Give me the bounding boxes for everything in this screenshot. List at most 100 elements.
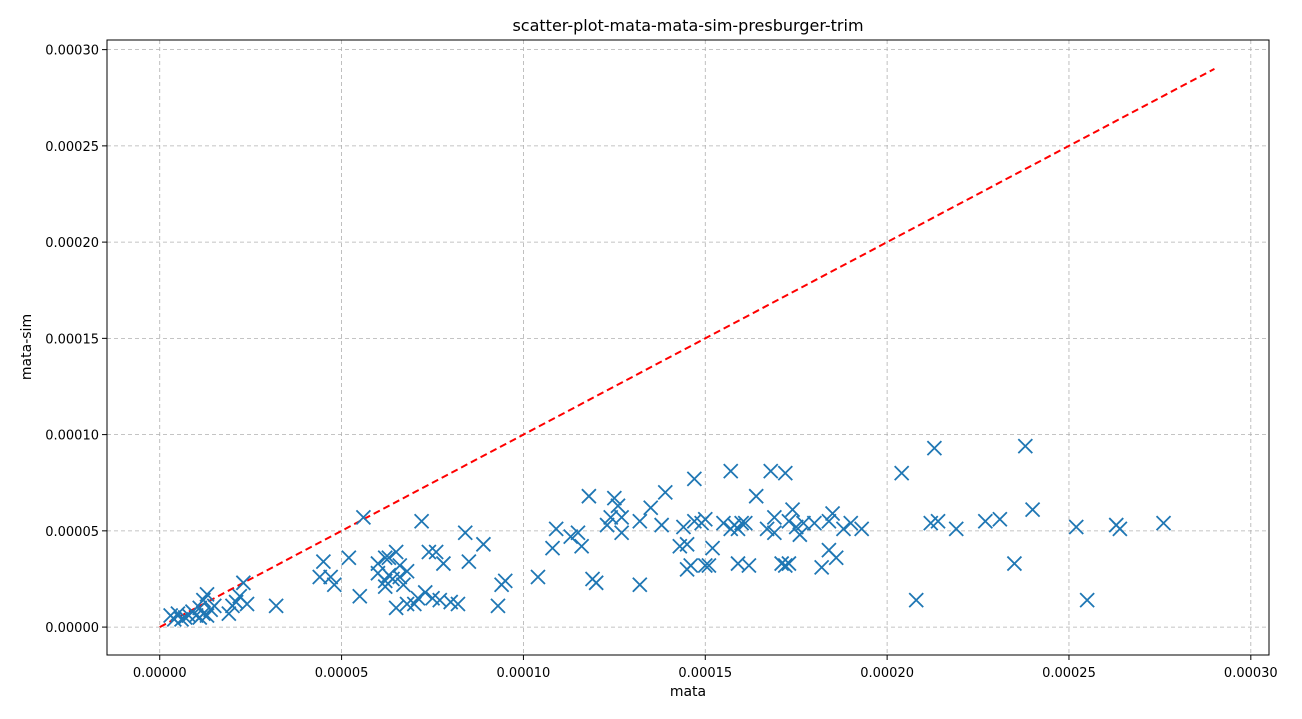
data-point [570,525,586,541]
data-point [741,557,757,574]
data-point [679,536,695,552]
data-point [777,557,793,574]
data-point [843,515,859,531]
data-point [613,525,630,541]
data-point [632,513,648,529]
data-point [1024,502,1041,518]
x-axis-ticks: 0.00000 0.00005 0.00010 0.00015 0.00020 0.000… [133,655,1278,681]
data-point [759,521,775,537]
data-point [792,527,808,543]
data-point [355,509,372,526]
data-point [795,515,812,531]
y-tick-label: 0.00000 [45,621,99,636]
data-point [763,463,779,479]
data-point [548,521,564,537]
data-point [573,538,590,554]
data-point [701,557,717,574]
x-axis-label: mata [670,684,706,700]
data-point [603,509,619,526]
data-point [588,575,604,591]
data-point [399,596,415,612]
y-tick-label: 0.00005 [45,525,99,540]
x-tick-label: 0.00025 [1042,666,1096,681]
data-point [235,575,252,591]
data-point [606,490,622,506]
data-point [421,544,437,560]
data-point [930,513,946,529]
data-point [457,525,473,541]
y-tick-label: 0.00015 [45,332,99,347]
data-point [1155,515,1172,531]
chart-title: scatter-plot-mata-mata-sim-presburger-tr… [512,16,863,35]
data-point [1079,592,1095,608]
y-tick-label: 0.00030 [45,44,99,59]
data-point [428,544,444,560]
data-point [490,598,506,614]
data-point [173,611,190,628]
data-point [221,605,237,622]
data-point [781,555,797,572]
data-point [788,519,804,535]
data-point [377,550,393,566]
data-point [675,519,692,535]
data-point [1068,519,1084,535]
data-point [315,554,332,570]
data-point [828,550,844,566]
data-point [417,584,433,601]
data-point [748,488,764,504]
data-point [632,577,648,593]
data-point [854,521,870,537]
y-tick-label: 0.00025 [45,140,99,155]
y-axis-ticks: 0.00000 0.00005 0.00010 0.00015 0.00020 0.000… [45,44,107,636]
data-point [824,505,841,522]
data-point [312,569,328,585]
data-point [814,559,830,576]
y-tick-label: 0.00020 [45,236,99,251]
data-point [697,557,713,574]
data-point [774,555,790,572]
data-point [192,609,208,626]
data-point [475,536,492,552]
data-point [737,515,753,531]
data-point [926,440,943,456]
x-tick-label: 0.00005 [315,666,369,681]
data-point [948,521,964,537]
data-point [784,502,801,518]
data-point [992,511,1008,527]
data-point [410,590,426,606]
data-point [381,550,397,566]
x-tick-label: 0.00020 [860,666,914,681]
data-point [199,586,215,603]
data-point [392,569,408,585]
data-point [388,544,404,560]
data-point [894,465,910,481]
data-point [613,509,630,526]
data-point [352,588,368,604]
data-point [821,513,837,529]
data-point [544,540,561,556]
data-point [206,598,222,614]
data-point [657,484,673,500]
data-point [686,471,703,487]
data-point [766,509,783,526]
data-point [450,596,466,612]
data-point [599,517,615,533]
data-point [239,596,255,612]
data-point [977,513,993,529]
data-point [530,569,546,585]
y-axis-label: mata-sim [19,314,35,380]
data-point [395,577,412,593]
data-point [683,557,699,574]
data-point [563,528,579,545]
data-point [1017,438,1033,454]
data-point [781,513,797,529]
x-tick-label: 0.00000 [133,666,187,681]
data-point [835,521,852,537]
data-point [497,573,513,589]
data-point [268,598,284,614]
reference-line [159,67,1215,628]
data-point [777,465,793,481]
data-point [388,600,404,616]
reference-line-segment [159,67,1215,628]
data-point [399,563,415,579]
